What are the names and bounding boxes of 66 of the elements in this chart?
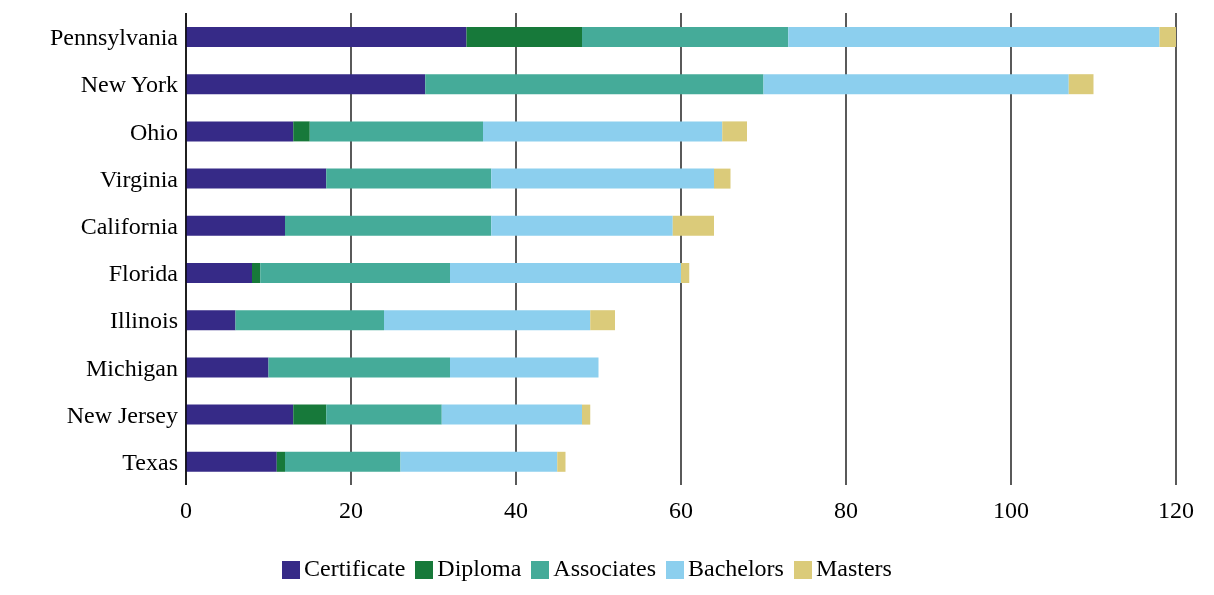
bar [491,168,714,189]
bar [557,451,566,472]
bar [672,215,714,236]
bar [285,215,492,236]
y-tick-label: Illinois [109,307,178,334]
x-tick-label: 100 [993,497,1029,524]
x-tick-label: 80 [834,497,858,524]
x-tick-label: 60 [669,497,693,524]
bar [400,451,558,472]
y-tick-label: Virginia [99,165,179,192]
bar [1159,27,1176,47]
y-tick-label: Ohio [130,118,178,145]
bar [186,74,426,95]
y-tick-label: Florida [108,260,179,287]
bar [186,404,294,425]
y-tick-label: California [80,212,179,239]
y-tick-label: Pennsylvania [50,24,179,51]
bar [235,310,384,331]
bar [450,357,599,378]
bar [186,451,277,472]
x-tick-label: 20 [339,497,363,524]
legend-label: Diploma [437,555,522,581]
bar [293,121,310,142]
bar [582,404,591,425]
y-tick-label: New Jersey [66,401,178,428]
bar [285,451,401,472]
y-tick-label: New York [80,71,178,98]
bar [186,168,327,189]
bar [582,27,789,47]
x-tick-label: 0 [180,497,192,524]
bar [276,451,285,472]
bar [1068,74,1094,95]
bar [384,310,591,331]
bar [714,168,731,189]
bar [466,27,582,47]
bar [186,121,294,142]
bar [186,357,269,378]
bar [309,121,483,142]
bar [268,357,450,378]
bar [186,310,236,331]
bar [260,263,450,283]
bar [326,168,492,189]
legend-label: Bachelors [687,555,784,581]
x-tick-label: 120 [1158,497,1194,524]
bar [763,74,1069,95]
bar [252,263,261,283]
bar [722,121,747,142]
bar [441,404,582,425]
bar [788,27,1160,47]
bar [186,263,252,283]
bar [590,310,615,331]
y-tick-label: Texas [122,448,178,475]
x-tick-label: 40 [504,497,528,524]
bar [326,404,442,425]
legend-label: Masters [815,555,892,581]
y-tick-label: Michigan [86,354,178,381]
bar [483,121,723,142]
legend-label: Certificate [304,555,406,581]
bar [450,263,681,283]
bar [293,404,327,425]
bar [425,74,764,95]
bar [186,27,467,47]
bar [491,215,673,236]
bar [681,263,690,283]
bar [186,215,285,236]
legend-label: Associates [553,555,656,581]
